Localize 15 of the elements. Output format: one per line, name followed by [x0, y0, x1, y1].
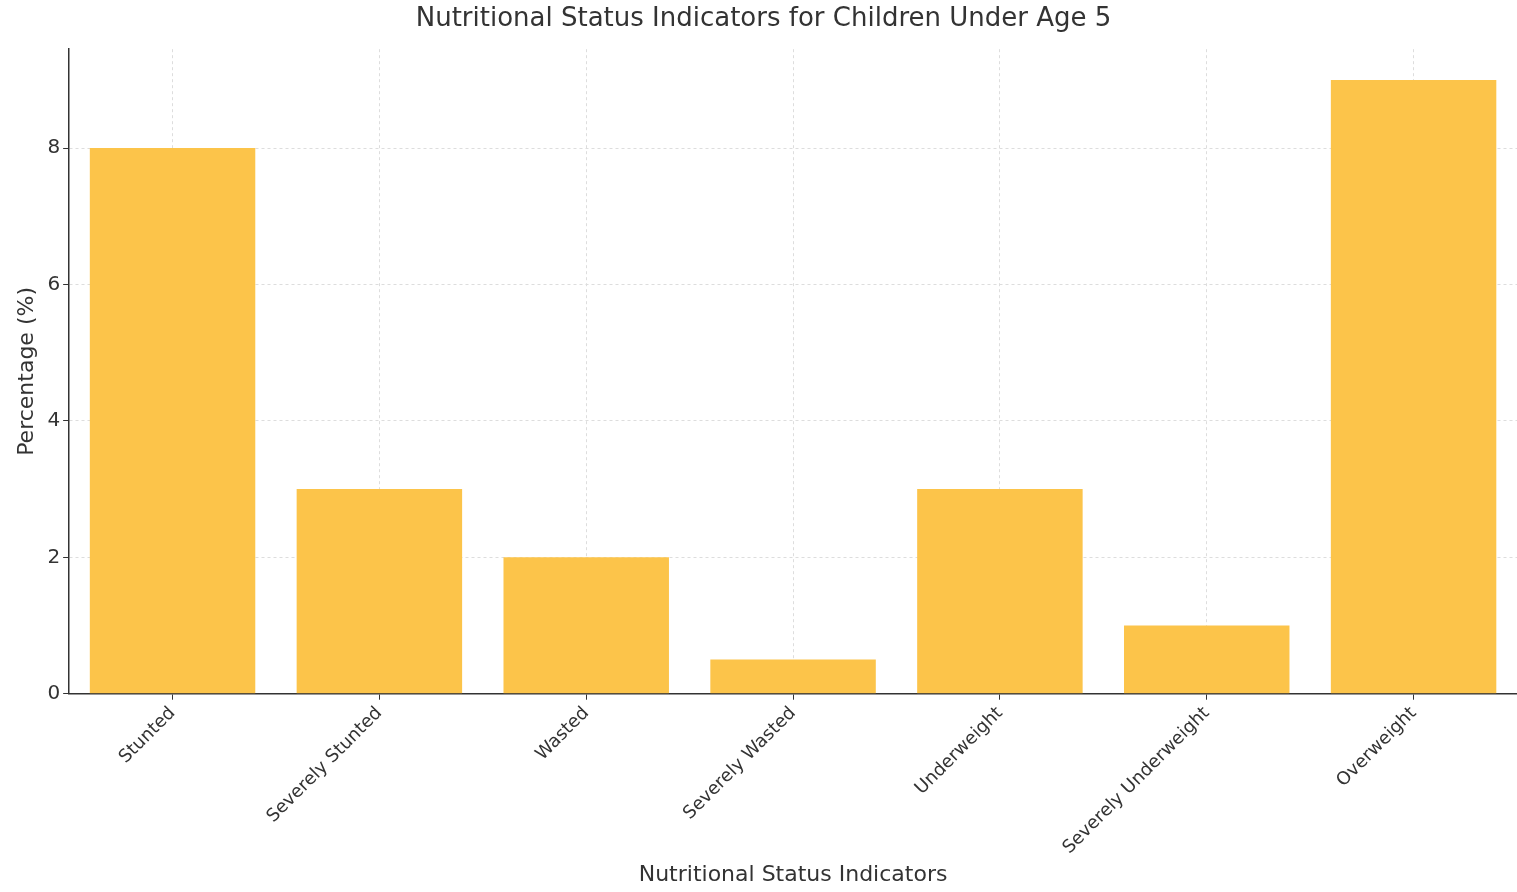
chart-title: Nutritional Status Indicators for Children Under Age 5	[415, 2, 1112, 33]
bar	[1124, 625, 1290, 694]
y-tick-label: 2	[47, 543, 61, 568]
y-axis-title: Percentage (%)	[12, 287, 38, 456]
x-axis-title: Nutritional Status Indicators	[638, 860, 948, 886]
y-tick-label: 6	[47, 270, 61, 295]
y-tick-label: 0	[47, 679, 61, 704]
y-tick-label: 4	[47, 407, 61, 432]
bar	[89, 148, 256, 694]
bar	[296, 489, 463, 694]
bar	[917, 489, 1083, 694]
bar	[503, 557, 669, 694]
bar	[710, 659, 876, 694]
bar	[1330, 79, 1497, 694]
y-tick-label: 8	[47, 134, 61, 159]
